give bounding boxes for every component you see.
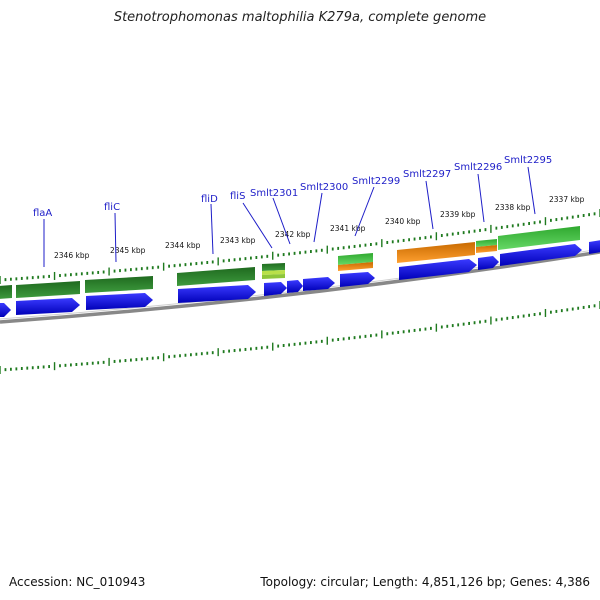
scale-labels: 2346 kbp 2345 kbp 2344 kbp 2343 kbp 2342… bbox=[54, 195, 585, 260]
gene-label-Smlt2300[interactable]: Smlt2300 bbox=[300, 182, 348, 193]
genome-summary-text: Topology: circular; Length: 4,851,126 bp… bbox=[260, 575, 590, 589]
scale-label-2344: 2344 kbp bbox=[165, 241, 201, 250]
scale-tick-track bbox=[0, 209, 600, 284]
feature-track bbox=[0, 226, 580, 299]
scale-label-2345: 2345 kbp bbox=[110, 246, 146, 255]
cds-arrow-edge[interactable] bbox=[589, 240, 600, 254]
cds-arrow-Smlt2301[interactable] bbox=[264, 282, 287, 296]
cds-arrow[interactable] bbox=[0, 303, 11, 317]
scale-label-2340: 2340 kbp bbox=[385, 217, 421, 226]
gene-label-fliS[interactable]: fliS bbox=[230, 191, 245, 202]
gene-label-Smlt2297[interactable]: Smlt2297 bbox=[403, 169, 451, 180]
cds-arrow-Smlt2295[interactable] bbox=[500, 244, 582, 266]
genome-backbone bbox=[0, 250, 600, 324]
gene-label-flaA[interactable]: flaA bbox=[33, 208, 52, 219]
cds-arrow-Smlt2300-a[interactable] bbox=[287, 280, 303, 293]
scale-label-2337: 2337 kbp bbox=[549, 195, 585, 204]
lower-tick-track bbox=[0, 301, 600, 374]
gene-label-Smlt2296[interactable]: Smlt2296 bbox=[454, 162, 502, 173]
cds-arrow-Smlt2296[interactable] bbox=[478, 256, 499, 270]
accession-text: Accession: NC_010943 bbox=[9, 575, 146, 589]
map-title: Stenotrophomonas maltophilia K279a, comp… bbox=[113, 10, 487, 25]
feature-bar-fliS-a[interactable] bbox=[262, 263, 285, 271]
feature-bar-Smlt2299-b[interactable] bbox=[338, 262, 373, 271]
gene-label-fliD[interactable]: fliD bbox=[201, 194, 218, 205]
feature-bar-Smlt2296-a[interactable] bbox=[476, 239, 497, 247]
cds-arrow-Smlt2297[interactable] bbox=[399, 259, 477, 280]
cds-arrow-fliD[interactable] bbox=[178, 285, 256, 303]
cds-track bbox=[0, 240, 600, 317]
feature-bar-fliD[interactable] bbox=[177, 267, 255, 286]
feature-bar-fliC[interactable] bbox=[85, 276, 153, 293]
cds-arrow-fliC[interactable] bbox=[86, 293, 153, 310]
feature-bar-fliS-c[interactable] bbox=[262, 274, 285, 279]
scale-label-2338: 2338 kbp bbox=[495, 203, 531, 212]
feature-bar-Smlt2297[interactable] bbox=[397, 242, 475, 263]
feature-bar-Smlt2295[interactable] bbox=[498, 226, 580, 250]
gene-label-Smlt2299[interactable]: Smlt2299 bbox=[352, 176, 400, 187]
feature-bar-Smlt2296-b[interactable] bbox=[476, 245, 497, 253]
feature-bar-Smlt2299-a[interactable] bbox=[338, 253, 373, 265]
cds-arrow-Smlt2300-b[interactable] bbox=[303, 277, 335, 291]
gene-label-Smlt2301[interactable]: Smlt2301 bbox=[250, 188, 298, 199]
gene-label-Smlt2295[interactable]: Smlt2295 bbox=[504, 155, 552, 166]
feature-bar-flaA[interactable] bbox=[16, 281, 80, 298]
scale-label-2343: 2343 kbp bbox=[220, 236, 256, 245]
scale-label-2346: 2346 kbp bbox=[54, 251, 90, 260]
feature-bar-fliS-b[interactable] bbox=[262, 270, 285, 275]
cds-arrow-Smlt2299[interactable] bbox=[340, 272, 375, 287]
scale-label-2339: 2339 kbp bbox=[440, 210, 476, 219]
leader-lines bbox=[43, 166, 536, 267]
feature-bar[interactable] bbox=[0, 285, 12, 299]
scale-label-2342: 2342 kbp bbox=[275, 230, 311, 239]
gene-labels: flaA fliC fliD fliS Smlt2301 Smlt2300 Sm… bbox=[33, 155, 552, 219]
cds-arrow-flaA[interactable] bbox=[16, 298, 80, 315]
scale-label-2341: 2341 kbp bbox=[330, 224, 366, 233]
gene-label-fliC[interactable]: fliC bbox=[104, 202, 120, 213]
